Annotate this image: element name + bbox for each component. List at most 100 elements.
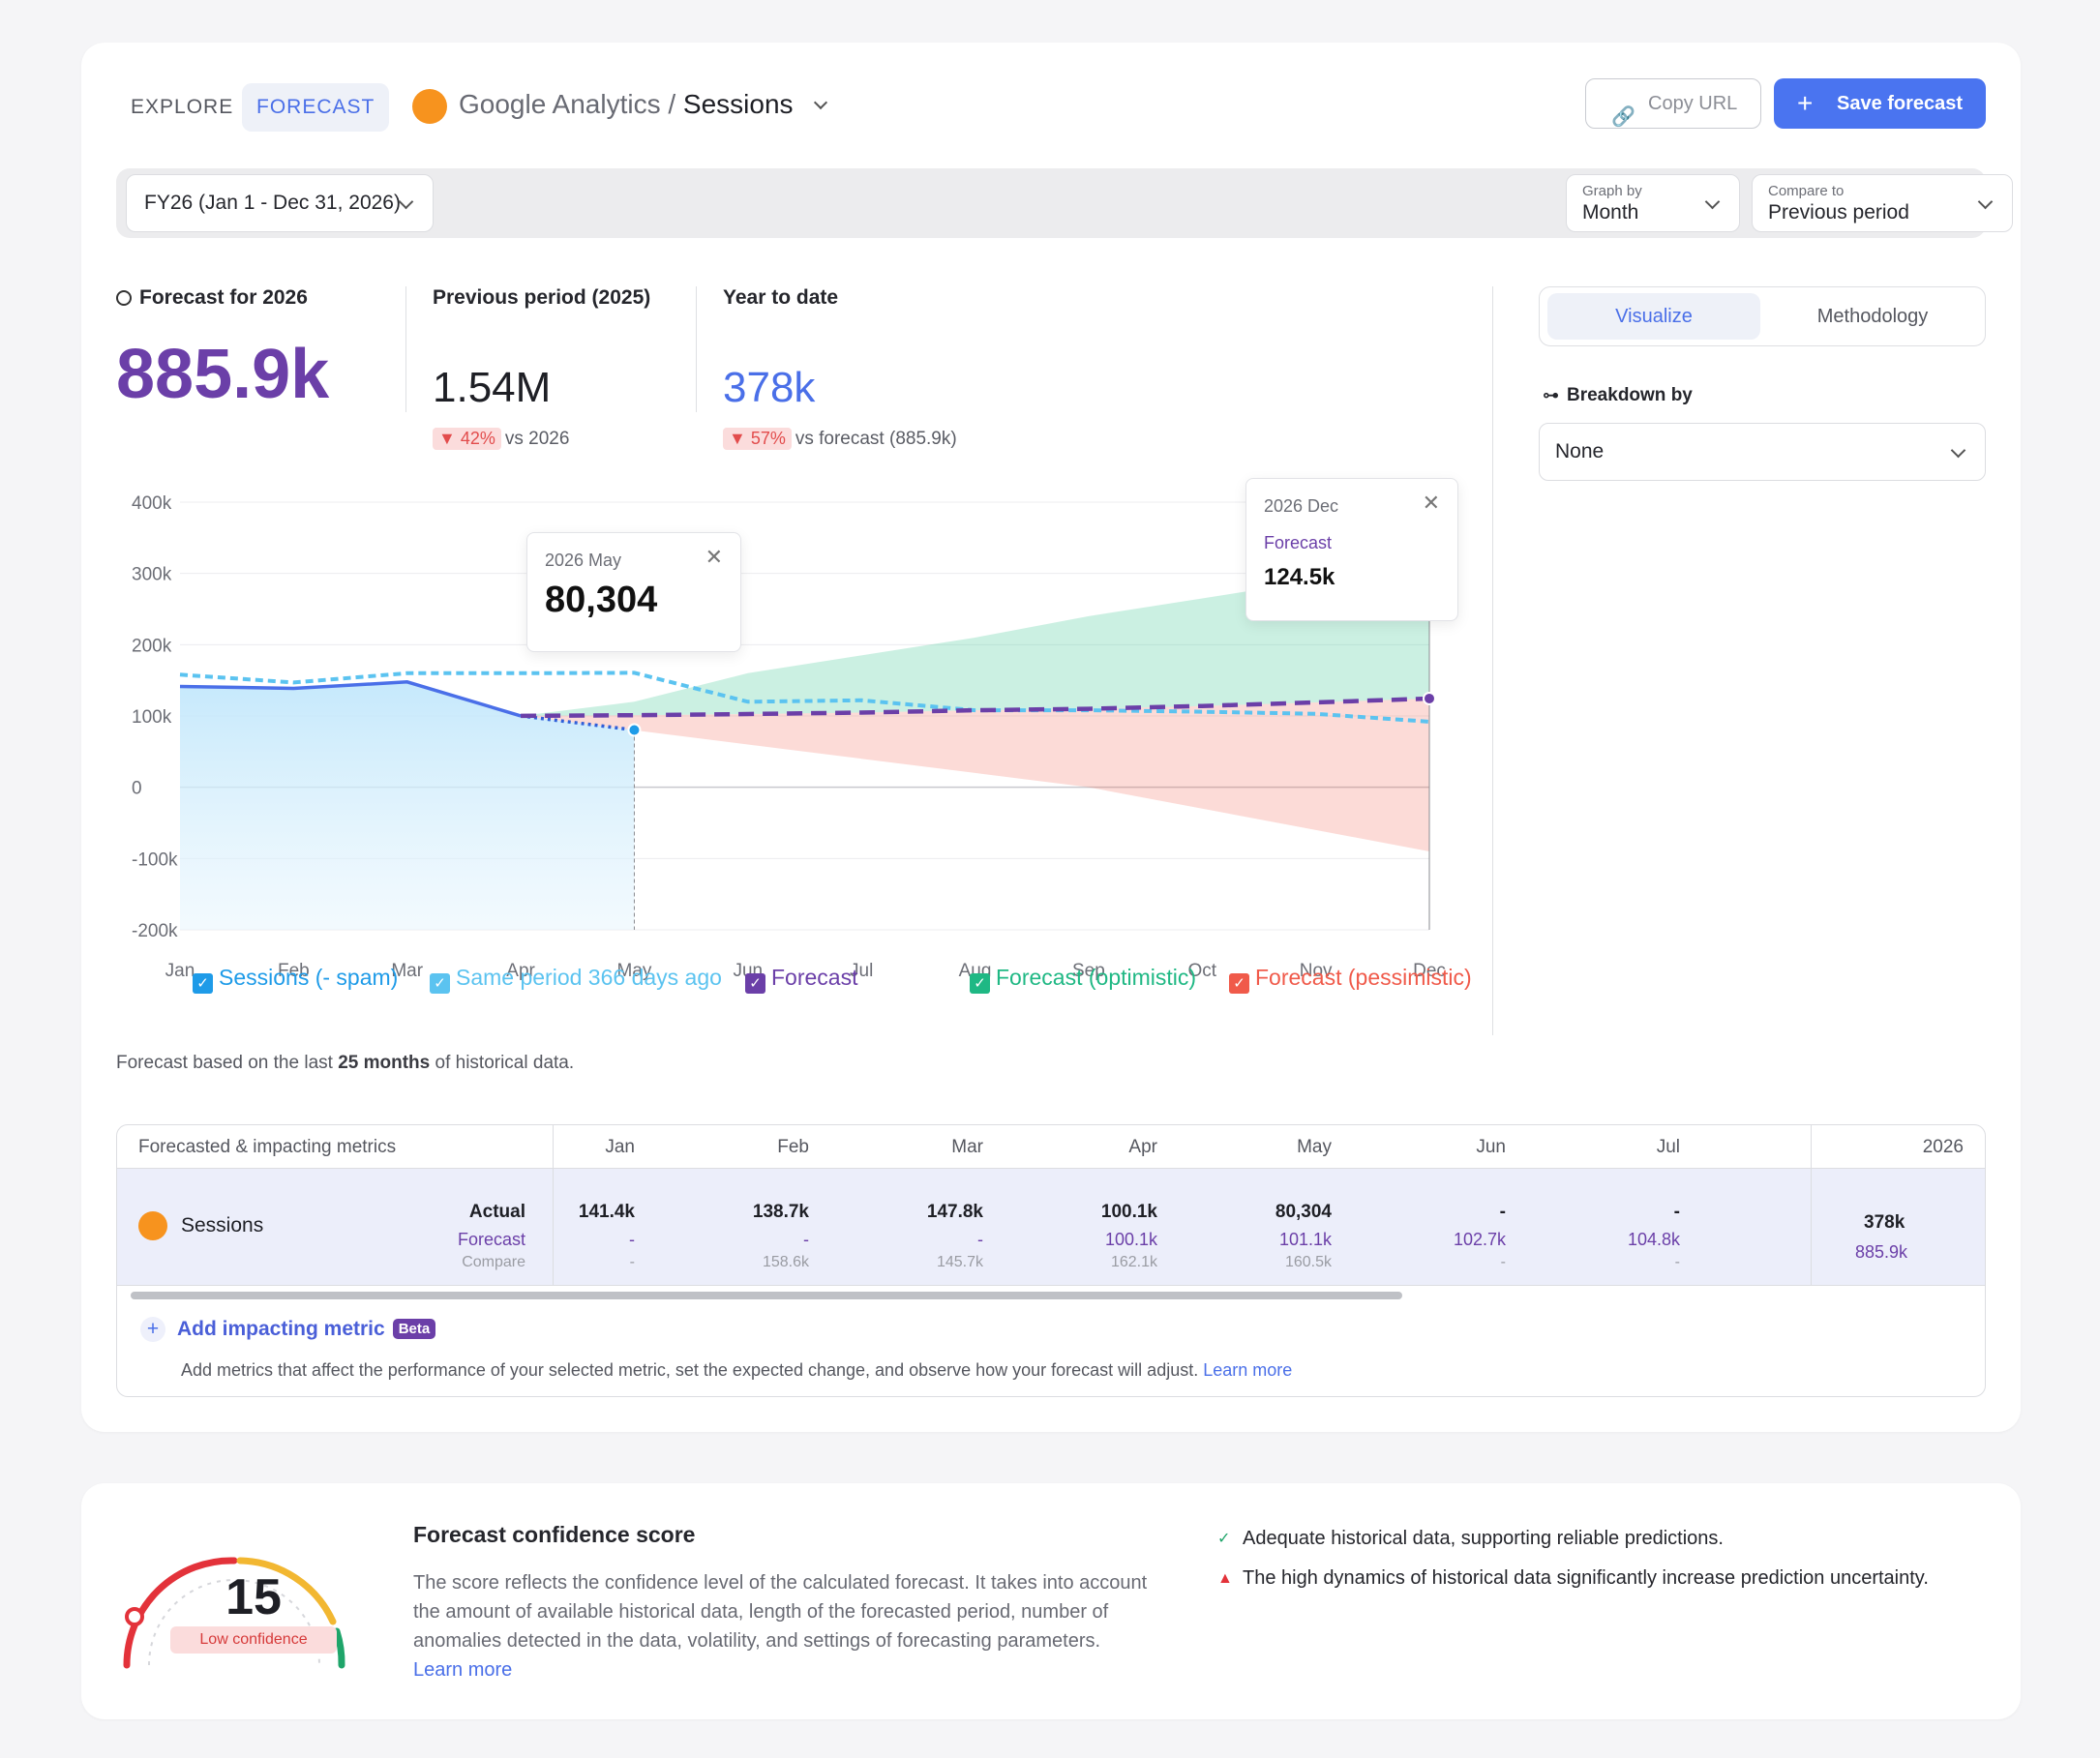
pessimistic-area	[521, 699, 1429, 851]
period-select[interactable]: FY26 (Jan 1 - Dec 31, 2026)	[126, 174, 434, 232]
horizontal-scrollbar[interactable]	[131, 1292, 1973, 1299]
previous-period-delta: ▼ 42% vs 2026	[433, 428, 569, 450]
note-suffix: of historical data.	[430, 1053, 575, 1073]
score-desc-text: The score reflects the confidence level …	[413, 1572, 1148, 1652]
delta-text: vs 2026	[504, 429, 570, 449]
tab-methodology[interactable]: Methodology	[1816, 306, 1929, 327]
ytd-value: 378k	[723, 364, 816, 411]
y-tick-label: -100k	[132, 849, 178, 870]
table-cell-actual: 80,304	[1275, 1202, 1332, 1222]
checkbox-icon[interactable]: ✓	[430, 973, 450, 994]
legend-item-forecast-pessimistic[interactable]: ✓ Forecast (pessimistic)	[1229, 965, 1472, 994]
add-impacting-metric-button[interactable]: + Add impacting metric Beta	[140, 1317, 436, 1342]
view-tabs: Visualize Methodology	[1539, 286, 1986, 346]
table-cell-compare: 145.7k	[936, 1254, 983, 1270]
sessions-area	[180, 681, 635, 930]
row-label-forecast: Forecast	[457, 1230, 525, 1249]
tab-forecast[interactable]: FORECAST	[242, 83, 390, 132]
divider	[696, 286, 697, 412]
x-tick-label: Nov	[1300, 961, 1333, 981]
column-divider	[1811, 1125, 1812, 1286]
metric-name: Sessions	[682, 89, 794, 119]
table-header-month: Apr	[1128, 1137, 1157, 1157]
checkbox-icon[interactable]: ✓	[970, 973, 990, 994]
may-marker	[627, 723, 642, 737]
x-tick-label: Apr	[506, 961, 535, 981]
close-icon[interactable]: ✕	[705, 545, 723, 569]
gauge-arc-red	[123, 1557, 238, 1669]
legend-item-forecast-optimistic[interactable]: ✓ Forecast (optimistic)	[970, 965, 1196, 994]
table-cell-compare: -	[629, 1254, 635, 1270]
table-header-month: Jul	[1656, 1137, 1680, 1157]
checkbox-icon[interactable]: ✓	[193, 973, 213, 994]
learn-more-link[interactable]: Learn more	[413, 1659, 513, 1681]
table-cell-forecast: -	[977, 1230, 983, 1249]
legend-item-forecast[interactable]: ✓ Forecast	[745, 965, 857, 994]
y-tick-label: -200k	[132, 921, 178, 941]
table-cell-forecast: 102.7k	[1453, 1230, 1506, 1249]
forecast-stat-label: Forecast for 2026	[116, 286, 308, 310]
tab-visualize[interactable]: Visualize	[1547, 293, 1760, 340]
row-metric-name: Sessions	[181, 1214, 264, 1237]
copy-url-button[interactable]: 🔗 Copy URL	[1585, 78, 1761, 129]
table-cell-compare: 162.1k	[1110, 1254, 1157, 1270]
path-separator: /	[660, 89, 683, 119]
save-forecast-button[interactable]: + Save forecast	[1774, 78, 1986, 129]
sessions-line	[179, 680, 522, 718]
source-name: Google Analytics	[459, 89, 661, 119]
graph-by-value: Month	[1582, 201, 1639, 223]
score-title: Forecast confidence score	[413, 1522, 696, 1547]
table-header-month: May	[1297, 1137, 1332, 1157]
tab-explore[interactable]: EXPLORE	[131, 96, 234, 118]
save-forecast-label: Save forecast	[1837, 93, 1964, 114]
table-header-month: Mar	[951, 1137, 983, 1157]
warning-icon: ▲	[1217, 1570, 1233, 1587]
table-cell-compare: -	[1500, 1254, 1506, 1270]
google-analytics-icon	[412, 89, 447, 124]
ytd-delta: ▼ 57% vs forecast (885.9k)	[723, 428, 957, 450]
copy-url-label: Copy URL	[1648, 93, 1738, 114]
delta-badge: ▼ 57%	[723, 428, 792, 450]
metric-selector[interactable]: Google Analytics / Sessions	[459, 89, 828, 120]
legend-label: Sessions (- spam)	[219, 965, 399, 990]
chevron-down-icon	[1950, 442, 1966, 459]
note-prefix: Forecast based on the last	[116, 1053, 339, 1073]
gauge-arc-yellow	[236, 1557, 337, 1625]
metrics-table: Forecasted & impacting metrics Jan Feb Mar…	[116, 1124, 1986, 1397]
compare-to-select[interactable]: Compare to Previous period	[1752, 174, 2013, 232]
breakdown-value: None	[1555, 440, 1605, 462]
check-icon: ✓	[1217, 1531, 1231, 1547]
breakdown-select[interactable]: None	[1539, 423, 1986, 481]
table-cell-compare: 160.5k	[1284, 1254, 1332, 1270]
delta-text: vs forecast (885.9k)	[795, 429, 957, 449]
total-forecast: 885.9k	[1855, 1242, 1908, 1262]
forecast-search-icon	[116, 290, 132, 306]
close-icon[interactable]: ✕	[1422, 491, 1440, 515]
bullet-ok: ✓ Adequate historical data, supporting re…	[1217, 1525, 1939, 1553]
gauge-inner-track	[148, 1579, 320, 1666]
hierarchy-icon: ⊶	[1543, 386, 1559, 404]
legend-item-sessions[interactable]: ✓ Sessions (- spam)	[193, 965, 398, 994]
breakdown-label: ⊶ Breakdown by	[1543, 385, 1693, 406]
tooltip-date: 2026 Dec	[1264, 496, 1339, 516]
checkbox-icon[interactable]: ✓	[1229, 973, 1249, 994]
x-tick-label: Oct	[1187, 961, 1216, 981]
total-actual: 378k	[1864, 1212, 1905, 1233]
add-metric-description: Add metrics that affect the performance …	[181, 1360, 1292, 1381]
table-row: Sessions Actual Forecast Compare 141.4k -…	[117, 1168, 1985, 1286]
x-tick-label: Feb	[278, 961, 310, 981]
legend-item-same-period[interactable]: ✓ Same period 366 days ago	[430, 965, 722, 994]
learn-more-link[interactable]: Learn more	[1203, 1360, 1293, 1380]
legend-label: Forecast (optimistic)	[996, 965, 1197, 990]
graph-by-select[interactable]: Graph by Month	[1566, 174, 1740, 232]
chevron-down-icon	[1704, 194, 1721, 210]
table-cell-actual: 138.7k	[752, 1202, 809, 1222]
table-cell-forecast: 100.1k	[1104, 1230, 1157, 1249]
y-tick-label: 200k	[132, 636, 172, 656]
y-tick-label: 0	[132, 779, 142, 799]
score-description: The score reflects the confidence level …	[413, 1568, 1149, 1684]
checkbox-icon[interactable]: ✓	[745, 973, 765, 994]
row-label-compare: Compare	[462, 1254, 525, 1270]
column-divider	[553, 1125, 554, 1286]
scrollbar-thumb[interactable]	[131, 1292, 1402, 1299]
